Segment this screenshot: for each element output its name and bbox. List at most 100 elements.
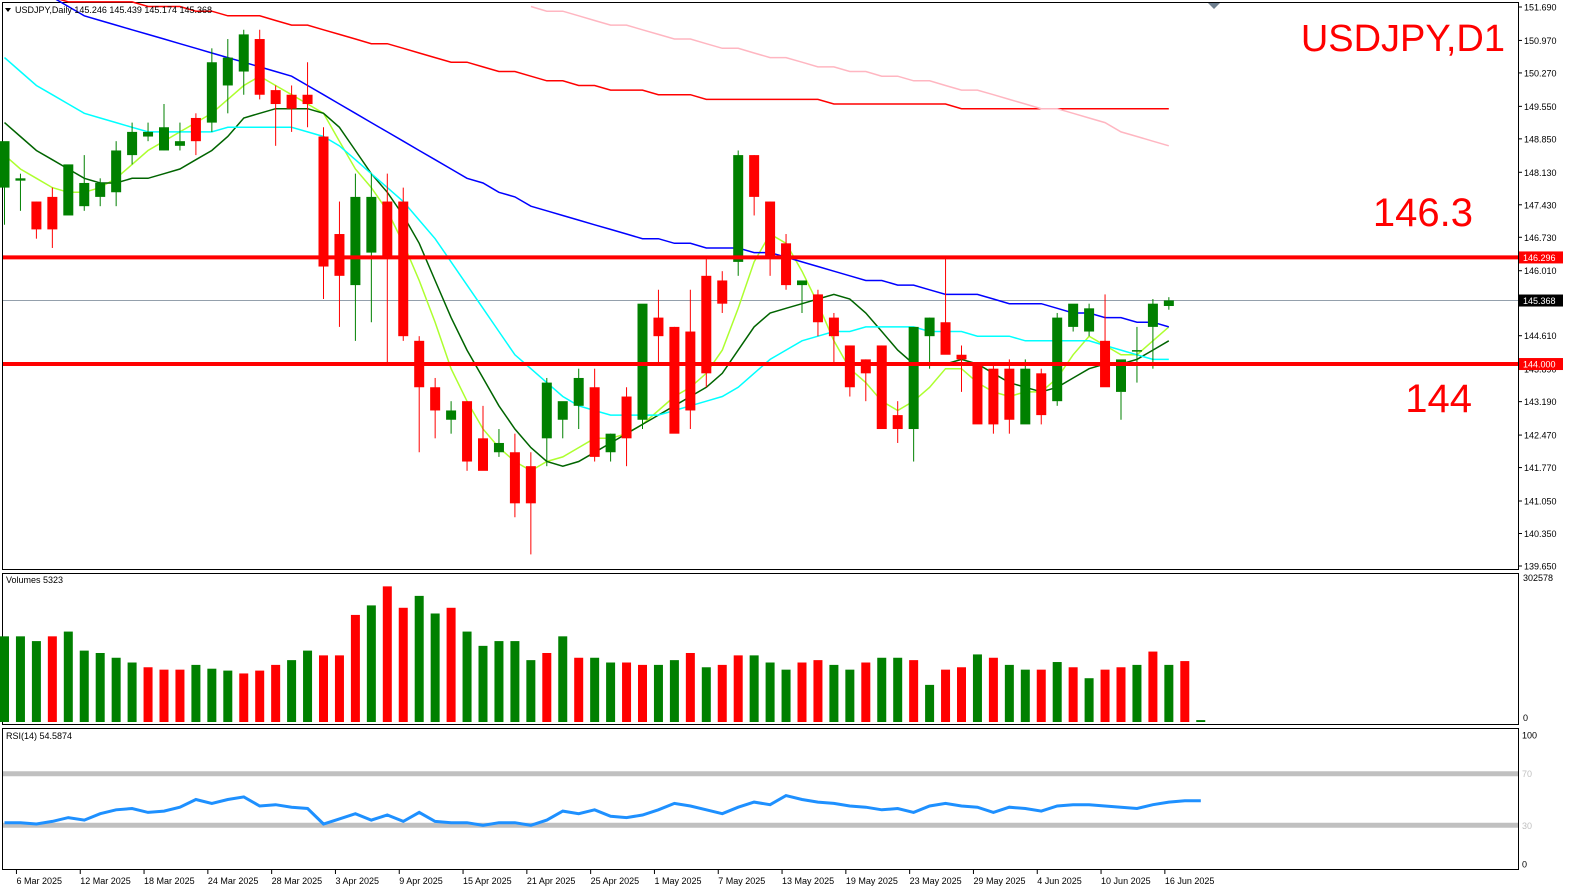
volume-bar <box>957 667 966 722</box>
price-axis-label: 146.010 <box>1524 266 1557 276</box>
volume-indicator-label: Volumes 5323 <box>6 575 63 585</box>
volume-bar <box>1164 664 1174 722</box>
candle-body <box>669 326 680 434</box>
volume-bar <box>382 586 392 722</box>
candle-body <box>685 331 696 411</box>
volume-bar <box>0 636 9 722</box>
candle-body <box>1116 359 1126 392</box>
candle-body <box>462 401 473 462</box>
candle-body <box>876 345 887 430</box>
candle-body <box>222 57 233 86</box>
candle-body <box>972 364 983 425</box>
volume-bar <box>877 657 887 722</box>
time-axis-label: 21 Apr 2025 <box>527 876 576 886</box>
volume-bar <box>685 652 695 722</box>
candle-body <box>781 243 792 286</box>
price-axis-label: 143.190 <box>1524 397 1557 407</box>
volume-bar <box>15 636 25 722</box>
level-low-annotation: 144 <box>1405 377 1472 421</box>
candle-body <box>733 155 744 262</box>
rsi-line <box>4 794 1201 827</box>
level-price-tag <box>1519 358 1563 371</box>
volume-bar <box>207 668 217 722</box>
volume-bar <box>574 657 584 722</box>
volume-bar <box>175 669 185 722</box>
candle-body <box>557 401 568 420</box>
rsi-axis-label: 70 <box>1522 769 1532 779</box>
volume-bar <box>701 667 711 722</box>
candle-body <box>1131 350 1142 352</box>
candle-body <box>430 387 441 411</box>
volume-bar <box>366 605 376 722</box>
shift-marker-icon[interactable] <box>1208 3 1220 9</box>
rsi-axis-label: 30 <box>1522 821 1532 831</box>
candle-body <box>79 182 90 207</box>
price-tag-label: 146.296 <box>1523 253 1556 263</box>
volume-bar <box>653 664 663 722</box>
volume-bar <box>925 684 935 722</box>
volume-bar <box>159 669 169 722</box>
volume-bar <box>47 636 57 722</box>
volume-bar <box>63 631 73 722</box>
volume-bar <box>414 595 424 722</box>
moving-average-ma-blue <box>55 0 1170 328</box>
candle-body <box>286 94 297 109</box>
volume-bar <box>622 662 632 722</box>
volume-bar <box>31 641 41 722</box>
volume-bar <box>191 664 201 722</box>
big-title: USDJPY,D1 <box>1301 18 1505 60</box>
volume-bar <box>749 655 759 722</box>
rsi-indicator-label: RSI(14) 54.5874 <box>6 731 72 741</box>
rsi-pane <box>3 771 1518 828</box>
volume-bar <box>287 660 297 722</box>
price-axis-label: 144.610 <box>1524 331 1557 341</box>
time-axis-label: 15 Apr 2025 <box>463 876 512 886</box>
volume-bar <box>606 662 616 722</box>
candle-body <box>270 90 281 105</box>
candle-body <box>334 234 345 276</box>
candle-body <box>605 433 616 453</box>
candle-body <box>1084 308 1095 332</box>
volume-bar <box>717 664 727 722</box>
price-axis-label: 146.730 <box>1524 233 1557 243</box>
candle-body <box>366 196 377 253</box>
candle-body <box>621 396 632 439</box>
symbol-info: USDJPY,Daily 145.246 145.439 145.174 145… <box>15 5 212 15</box>
candle-body <box>956 354 967 360</box>
volume-bar <box>1084 678 1094 722</box>
info-header: USDJPY,Daily 145.246 145.439 145.174 145… <box>5 5 212 15</box>
volume-bar <box>255 670 265 722</box>
current-price-tag <box>1519 294 1563 307</box>
candle-body <box>350 196 361 286</box>
volume-bar <box>494 641 504 722</box>
volume-bar <box>1180 661 1190 722</box>
price-axis-label: 147.430 <box>1524 200 1557 210</box>
volume-pane <box>0 586 1206 722</box>
volume-bar <box>813 660 823 722</box>
candle-body <box>159 127 169 151</box>
candle-body <box>701 275 712 374</box>
candle-body <box>573 377 584 406</box>
candle-body <box>924 317 935 337</box>
price-axis-label: 150.970 <box>1524 36 1557 46</box>
volume-bar <box>303 650 313 722</box>
volume-bar <box>127 662 137 722</box>
volume-bar <box>319 655 328 722</box>
time-axis-label: 9 Apr 2025 <box>399 876 443 886</box>
volume-bar <box>829 664 839 722</box>
candle-body <box>15 178 26 181</box>
price-axis-label: 142.470 <box>1524 431 1557 441</box>
volume-bar <box>558 636 568 722</box>
time-axis-label: 25 Apr 2025 <box>591 876 640 886</box>
candle-body <box>1020 368 1031 425</box>
volume-bar <box>111 657 121 722</box>
rsi-axis-label: 0 <box>1522 860 1527 870</box>
volume-bar <box>1196 720 1206 722</box>
volume-bar <box>462 631 472 722</box>
price-axis-label: 141.770 <box>1524 463 1557 473</box>
dropdown-triangle-icon[interactable] <box>5 8 11 12</box>
candle-body <box>653 317 664 337</box>
time-axis-label: 10 Jun 2025 <box>1101 876 1151 886</box>
time-axis-label: 16 Jun 2025 <box>1165 876 1215 886</box>
candle-body <box>47 196 58 230</box>
